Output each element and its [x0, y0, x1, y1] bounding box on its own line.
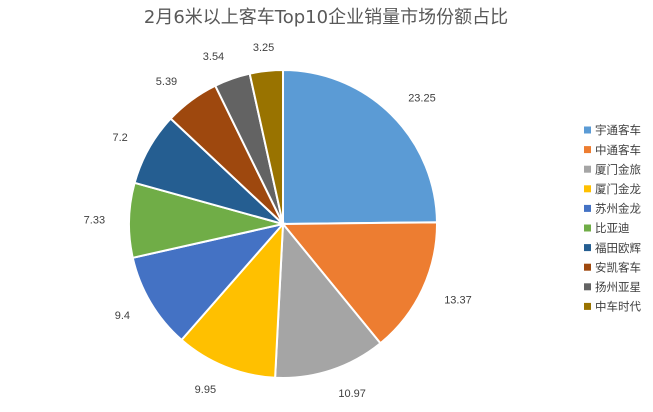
pie-slices — [128, 68, 439, 379]
data-label: 7.2 — [113, 132, 128, 144]
legend-swatch — [584, 283, 591, 291]
data-label: 9.4 — [115, 310, 130, 322]
data-label: 3.54 — [203, 51, 224, 63]
legend-swatch — [584, 126, 591, 134]
legend-label: 宇通客车 — [595, 123, 641, 137]
pie-slice — [282, 68, 439, 226]
legend-label: 福田欧辉 — [595, 241, 641, 255]
legend-swatch — [584, 185, 591, 193]
legend-swatch — [584, 204, 591, 212]
pie-slice — [274, 221, 382, 379]
legend-label: 中通客车 — [595, 143, 641, 157]
legend-swatch — [584, 224, 591, 232]
data-labels: 23.25 13.37 10.97 9.95 9.4 7.33 7.2 5.39 3.54 3.2… — [84, 42, 472, 400]
data-label: 3.25 — [253, 42, 274, 54]
legend-label: 厦门金旅 — [595, 162, 641, 176]
data-label: 5.39 — [156, 76, 177, 88]
pie-slice — [131, 222, 286, 342]
legend-label: 苏州金龙 — [595, 202, 641, 216]
chart-title: 2月6米以上客车Top10企业销量市场份额占比 — [144, 7, 508, 28]
pie-slice — [180, 221, 285, 379]
legend-swatch — [584, 263, 591, 271]
data-label: 23.25 — [408, 93, 436, 105]
pie-slice — [280, 221, 438, 345]
data-label: 9.95 — [195, 384, 216, 396]
legend-label: 扬州亚星 — [595, 280, 641, 294]
legend-label: 厦门金龙 — [595, 182, 641, 196]
data-label: 7.33 — [84, 215, 105, 227]
legend-swatch — [584, 302, 591, 310]
legend-label: 中车时代 — [595, 300, 641, 314]
data-label: 10.97 — [338, 388, 366, 400]
legend-swatch — [584, 146, 591, 154]
legend-label: 比亚迪 — [595, 221, 630, 235]
pie-slice — [248, 68, 284, 225]
legend-label: 安凯客车 — [595, 260, 641, 274]
data-label: 13.37 — [444, 294, 472, 306]
legend-swatch — [584, 165, 591, 173]
legend-swatch — [584, 244, 591, 252]
